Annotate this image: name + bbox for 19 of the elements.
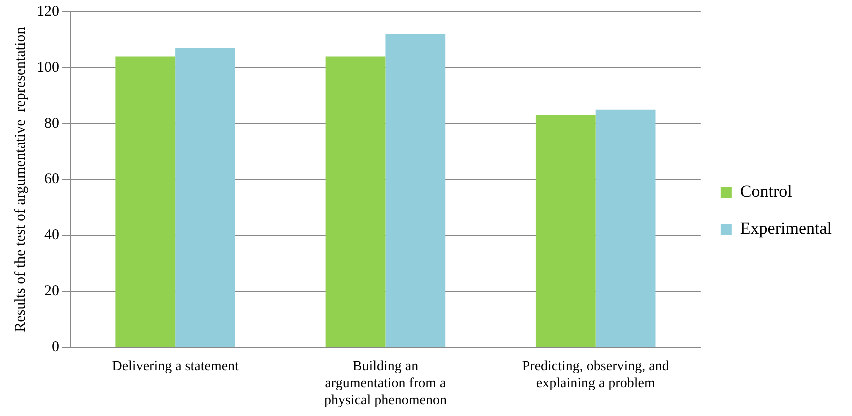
bar	[326, 56, 386, 348]
x-tick-label: Delivering a statement	[112, 360, 240, 375]
y-tick-label: 0	[52, 340, 60, 356]
bar	[536, 115, 596, 348]
bar	[596, 110, 656, 348]
legend-label: Experimental	[740, 218, 832, 238]
bar	[116, 56, 176, 348]
y-tick-label: 120	[37, 4, 60, 20]
y-tick-label: 60	[44, 172, 60, 188]
y-tick-label: 80	[44, 116, 60, 132]
x-tick-label: Predicting, observing, and explaining a problem	[522, 360, 670, 392]
y-tick-label: 40	[44, 228, 60, 244]
bar	[386, 34, 446, 348]
y-tick-label: 100	[37, 60, 60, 76]
bar	[176, 48, 236, 348]
legend-label: Control	[740, 182, 793, 201]
x-tick-label: Building an argumentation from a physical phenomenon	[324, 360, 448, 408]
y-axis-title: Results of the test of argumentative representation	[12, 26, 29, 332]
y-tick-label: 20	[44, 284, 60, 300]
